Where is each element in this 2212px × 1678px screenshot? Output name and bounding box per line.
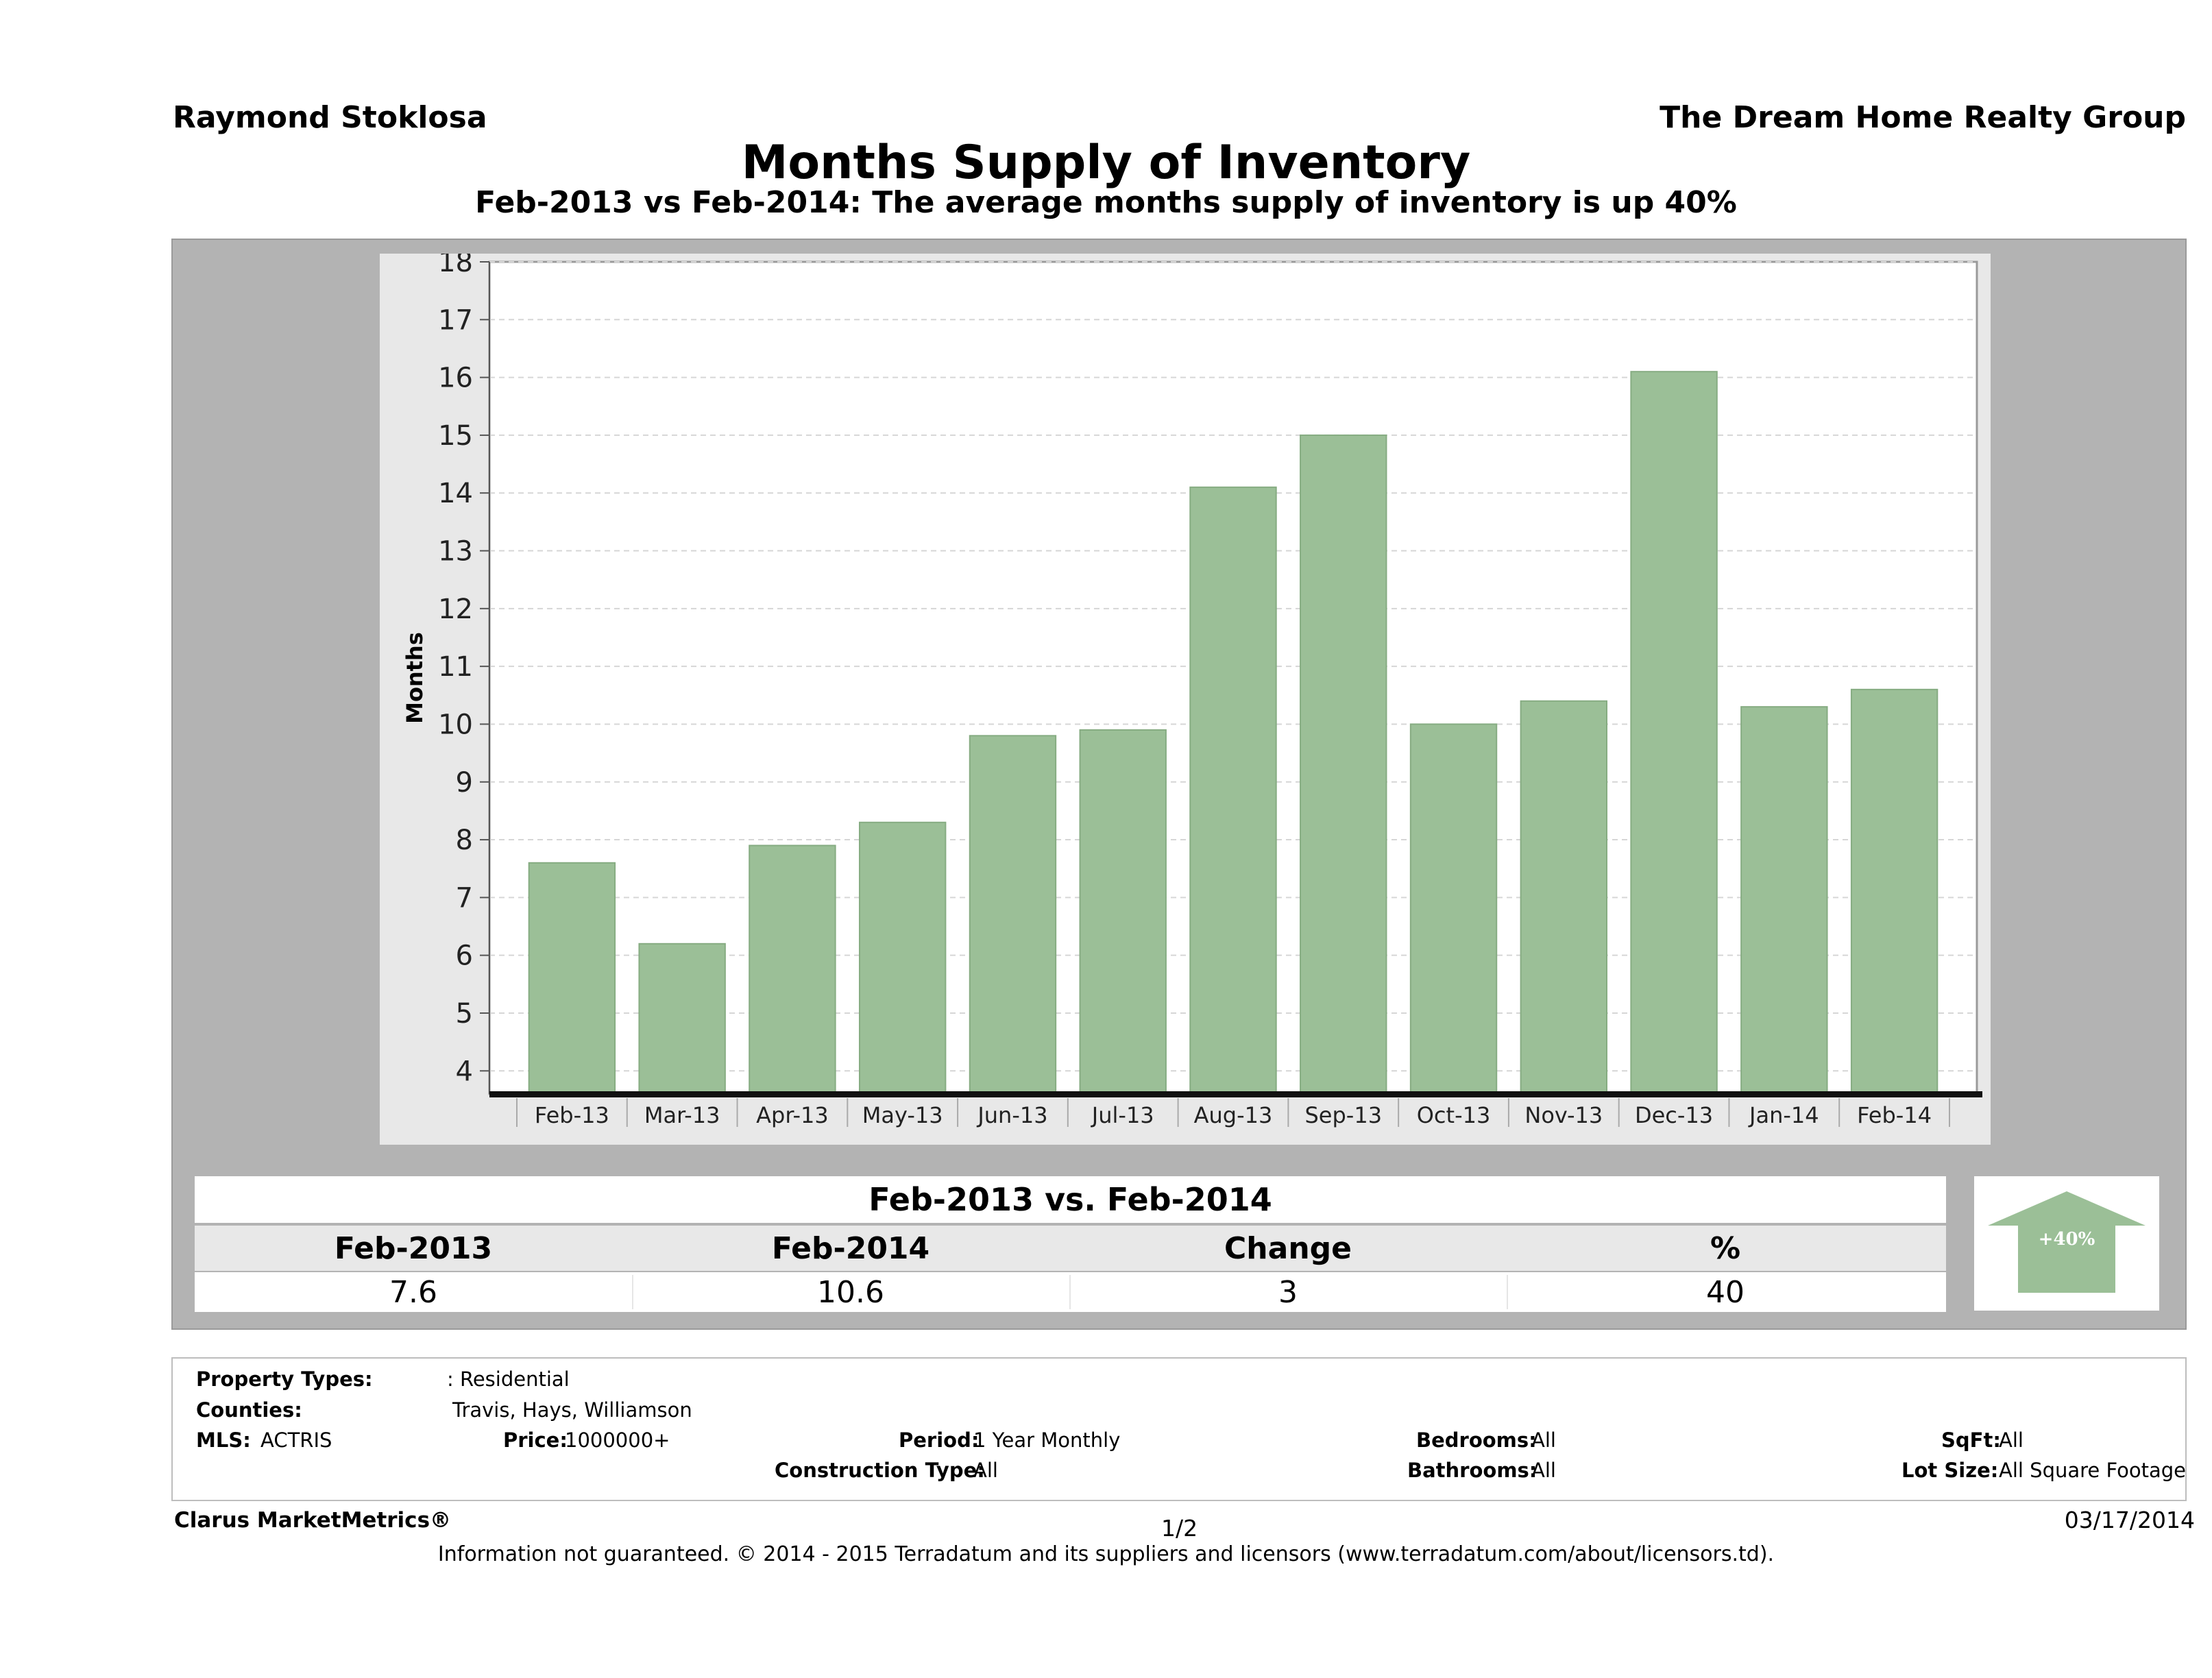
comparison-header-change: Change bbox=[1224, 1230, 1352, 1266]
x-tick-label: Sep-13 bbox=[1304, 1102, 1382, 1128]
column-divider bbox=[1507, 1275, 1508, 1309]
y-tick-label: 8 bbox=[456, 825, 473, 856]
x-tick-label: Jul-13 bbox=[1091, 1102, 1154, 1128]
construction-type-label: Construction Type: bbox=[775, 1459, 985, 1482]
report-date: 03/17/2014 bbox=[2064, 1507, 2195, 1533]
x-tick-label: Dec-13 bbox=[1635, 1102, 1713, 1128]
column-divider bbox=[1069, 1275, 1071, 1309]
comparison-value-percent: 40 bbox=[1706, 1274, 1745, 1310]
y-tick-label: 9 bbox=[456, 767, 473, 799]
property-types-label: Property Types: bbox=[196, 1367, 373, 1391]
up-arrow-icon: +40% bbox=[1988, 1191, 2146, 1293]
x-tick-label: Feb-14 bbox=[1857, 1102, 1932, 1128]
x-tick-label: Jun-13 bbox=[976, 1102, 1047, 1128]
comparison-value-feb2014: 10.6 bbox=[817, 1274, 884, 1310]
comparison-title: Feb-2013 vs. Feb-2014 bbox=[195, 1176, 1946, 1223]
bar bbox=[749, 844, 836, 1095]
x-tick-label: Apr-13 bbox=[756, 1102, 829, 1128]
y-tick-label: 11 bbox=[438, 651, 473, 683]
disclaimer: Information not guaranteed. © 2014 - 201… bbox=[437, 1542, 1775, 1566]
y-tick-label: 14 bbox=[438, 478, 473, 509]
bar bbox=[1189, 486, 1277, 1095]
x-tick-label: May-13 bbox=[862, 1102, 943, 1128]
x-tick-label: Oct-13 bbox=[1417, 1102, 1491, 1128]
bar bbox=[1740, 706, 1828, 1095]
construction-type-value: All bbox=[973, 1459, 998, 1482]
counties-label: Counties: bbox=[196, 1398, 302, 1422]
column-divider bbox=[632, 1275, 633, 1309]
counties-value: Travis, Hays, Williamson bbox=[452, 1398, 692, 1422]
x-tick-label: Mar-13 bbox=[644, 1102, 720, 1128]
bar bbox=[1630, 371, 1718, 1095]
comparison-header-feb2013: Feb-2013 bbox=[334, 1230, 493, 1266]
sqft-label: SqFt: bbox=[1941, 1428, 2001, 1452]
y-axis-label: Months bbox=[402, 632, 428, 724]
lot-size-value: All Square Footage bbox=[1999, 1459, 2187, 1482]
y-tick-label: 12 bbox=[438, 594, 473, 625]
y-tick-label: 18 bbox=[438, 254, 473, 278]
mls-value: ACTRIS bbox=[260, 1428, 332, 1452]
x-tick-label: Nov-13 bbox=[1524, 1102, 1603, 1128]
bar bbox=[1850, 688, 1938, 1095]
x-tick-label: Feb-13 bbox=[535, 1102, 609, 1128]
bathrooms-value: All bbox=[1531, 1459, 1556, 1482]
period-label: Period: bbox=[899, 1428, 980, 1452]
price-value: 1000000+ bbox=[565, 1428, 670, 1452]
company-name: The Dream Home Realty Group bbox=[1660, 100, 2186, 135]
bar bbox=[969, 735, 1057, 1095]
report-title: Months Supply of Inventory bbox=[741, 136, 1471, 190]
y-tick-label: 5 bbox=[456, 998, 473, 1030]
bathrooms-label: Bathrooms: bbox=[1407, 1459, 1538, 1482]
y-tick-label: 4 bbox=[456, 1056, 473, 1087]
comparison-header-row: Feb-2013 Feb-2014 Change % bbox=[195, 1226, 1946, 1271]
comparison-header-feb2014: Feb-2014 bbox=[771, 1230, 930, 1266]
comparison-header-percent: % bbox=[1710, 1230, 1741, 1266]
y-tick-label: 17 bbox=[438, 304, 473, 336]
brand-name: Clarus MarketMetrics® bbox=[174, 1508, 452, 1533]
bar-chart: 4 5 6 7 8 9 10 11 12 13 14 15 16 17 18 Months Feb-13 Mar-… bbox=[402, 254, 1982, 1128]
sqft-value: All bbox=[1999, 1428, 2023, 1452]
period-value: 1 Year Monthly bbox=[973, 1428, 1121, 1452]
bar bbox=[1520, 700, 1608, 1095]
bar bbox=[1409, 723, 1498, 1095]
filter-criteria-box bbox=[171, 1357, 2187, 1501]
change-badge: +40% bbox=[1974, 1176, 2159, 1311]
y-tick-label: 6 bbox=[456, 940, 473, 972]
price-label: Price: bbox=[503, 1428, 568, 1452]
lot-size-label: Lot Size: bbox=[1901, 1459, 1999, 1482]
agent-name: Raymond Stoklosa bbox=[173, 100, 487, 135]
property-types-value: : Residential bbox=[447, 1367, 570, 1391]
bar bbox=[528, 862, 616, 1095]
comparison-value-change: 3 bbox=[1278, 1274, 1298, 1310]
bar bbox=[1300, 434, 1387, 1095]
bedrooms-value: All bbox=[1531, 1428, 1556, 1452]
y-tick-label: 16 bbox=[438, 363, 473, 394]
change-badge-label: +40% bbox=[2039, 1229, 2095, 1250]
report-subtitle: Feb-2013 vs Feb-2014: The average months… bbox=[475, 185, 1737, 220]
page-number: 1/2 bbox=[1161, 1515, 1198, 1542]
x-tick-label: Jan-14 bbox=[1748, 1102, 1819, 1128]
comparison-value-row: 7.6 10.6 3 40 bbox=[195, 1272, 1946, 1312]
y-tick-label: 10 bbox=[438, 709, 473, 740]
bar bbox=[1079, 729, 1167, 1095]
y-tick-label: 7 bbox=[456, 882, 473, 914]
y-tick-label: 15 bbox=[438, 420, 473, 452]
comparison-value-feb2013: 7.6 bbox=[389, 1274, 437, 1310]
bar bbox=[638, 943, 726, 1095]
bar bbox=[858, 821, 947, 1095]
mls-label: MLS: bbox=[196, 1428, 251, 1452]
x-tick-label: Aug-13 bbox=[1194, 1102, 1273, 1128]
bedrooms-label: Bedrooms: bbox=[1416, 1428, 1537, 1452]
x-axis bbox=[489, 1091, 1982, 1097]
y-tick-label: 13 bbox=[438, 536, 473, 568]
